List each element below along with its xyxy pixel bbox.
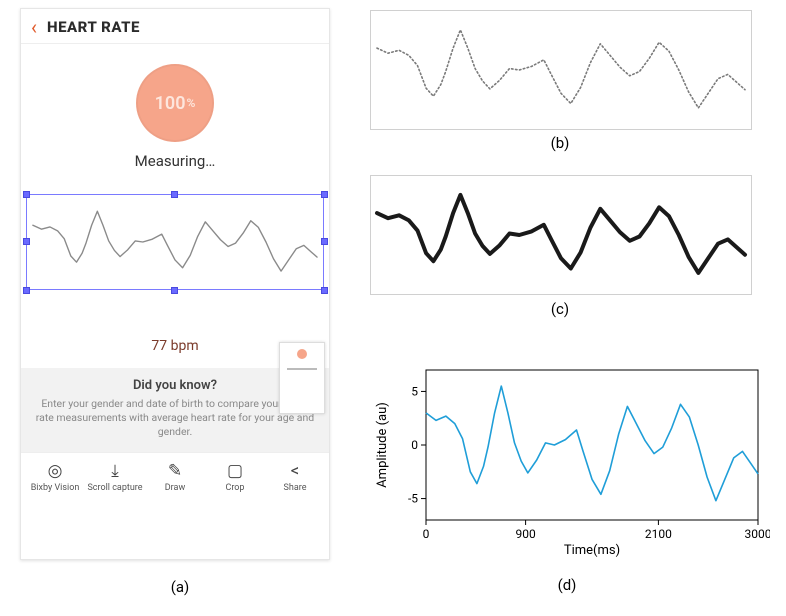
selection-handle[interactable] <box>321 238 328 245</box>
crop-label: Crop <box>225 483 244 493</box>
selection-handle[interactable] <box>321 287 328 294</box>
phone-body: 100% Measuring… 77 bpm <box>21 44 329 559</box>
waveform-selection-box[interactable] <box>26 194 324 290</box>
info-title: Did you know? <box>35 378 315 393</box>
waveform-c <box>371 176 751 294</box>
amplitude-chart: 0 900 2100 3000 -5 0 5 Time(ms) Amplitude (au) <box>370 360 770 560</box>
svg-text:900: 900 <box>515 527 535 541</box>
selection-handle[interactable] <box>321 191 328 198</box>
draw-label: Draw <box>165 483 185 493</box>
scroll-capture-label: Scroll capture <box>87 483 142 493</box>
scroll-capture-icon: ⤓ <box>105 461 125 481</box>
phone-screenshot: ‹ HEART RATE 100% Measuring… <box>20 8 330 560</box>
scroll-capture-button[interactable]: ⤓ Scroll capture <box>87 461 143 493</box>
info-thumbnail[interactable] <box>279 342 325 414</box>
panel-c <box>370 175 752 295</box>
sublabel-b: (b) <box>545 134 575 152</box>
svg-text:2100: 2100 <box>645 527 672 541</box>
bpm-value: 77 <box>151 338 167 354</box>
sublabel-d: (d) <box>552 576 582 594</box>
selection-handle[interactable] <box>23 287 30 294</box>
sublabel-c: (c) <box>545 300 575 318</box>
info-text: Enter your gender and date of birth to c… <box>35 397 315 440</box>
figure-root: ‹ HEART RATE 100% Measuring… <box>0 0 786 616</box>
crop-icon: ▢ <box>225 461 245 481</box>
crop-button[interactable]: ▢ Crop <box>207 461 263 493</box>
bpm-unit: bpm <box>171 338 199 354</box>
bixby-vision-button[interactable]: ◎ Bixby Vision <box>27 461 83 493</box>
phone-waveform <box>27 195 323 289</box>
selection-handle[interactable] <box>23 191 30 198</box>
progress-circle: 100% <box>136 64 214 142</box>
selection-handle[interactable] <box>23 238 30 245</box>
info-card: Did you know? Enter your gender and date… <box>21 368 329 452</box>
bixby-vision-label: Bixby Vision <box>31 483 80 493</box>
selection-handle[interactable] <box>171 191 178 198</box>
draw-icon: ✎ <box>165 461 185 481</box>
page-title: HEART RATE <box>47 18 140 36</box>
waveform-b <box>371 11 751 129</box>
bixby-vision-icon: ◎ <box>45 461 65 481</box>
progress-suffix: % <box>187 96 196 110</box>
sublabel-a: (a) <box>165 578 195 596</box>
selection-handle[interactable] <box>171 287 178 294</box>
phone-header: ‹ HEART RATE <box>21 9 329 44</box>
draw-button[interactable]: ✎ Draw <box>147 461 203 493</box>
svg-text:Amplitude (au): Amplitude (au) <box>375 402 390 488</box>
screenshot-toolbar: ◎ Bixby Vision ⤓ Scroll capture ✎ Draw ▢ Crop < S… <box>21 452 329 499</box>
svg-text:0: 0 <box>423 527 430 541</box>
svg-text:5: 5 <box>411 384 418 398</box>
svg-text:0: 0 <box>411 438 418 452</box>
back-icon[interactable]: ‹ <box>31 17 37 37</box>
svg-text:-5: -5 <box>408 492 418 506</box>
svg-text:Time(ms): Time(ms) <box>564 543 620 558</box>
progress-value: 100 <box>155 93 186 114</box>
svg-text:3000: 3000 <box>745 527 770 541</box>
panel-b <box>370 10 752 130</box>
panel-d: 0 900 2100 3000 -5 0 5 Time(ms) Amplitude (au) <box>370 360 770 560</box>
share-icon: < <box>285 461 305 481</box>
measure-area: 100% Measuring… <box>21 44 329 178</box>
share-label: Share <box>284 483 307 493</box>
share-button[interactable]: < Share <box>267 461 323 493</box>
measuring-label: Measuring… <box>135 152 216 170</box>
